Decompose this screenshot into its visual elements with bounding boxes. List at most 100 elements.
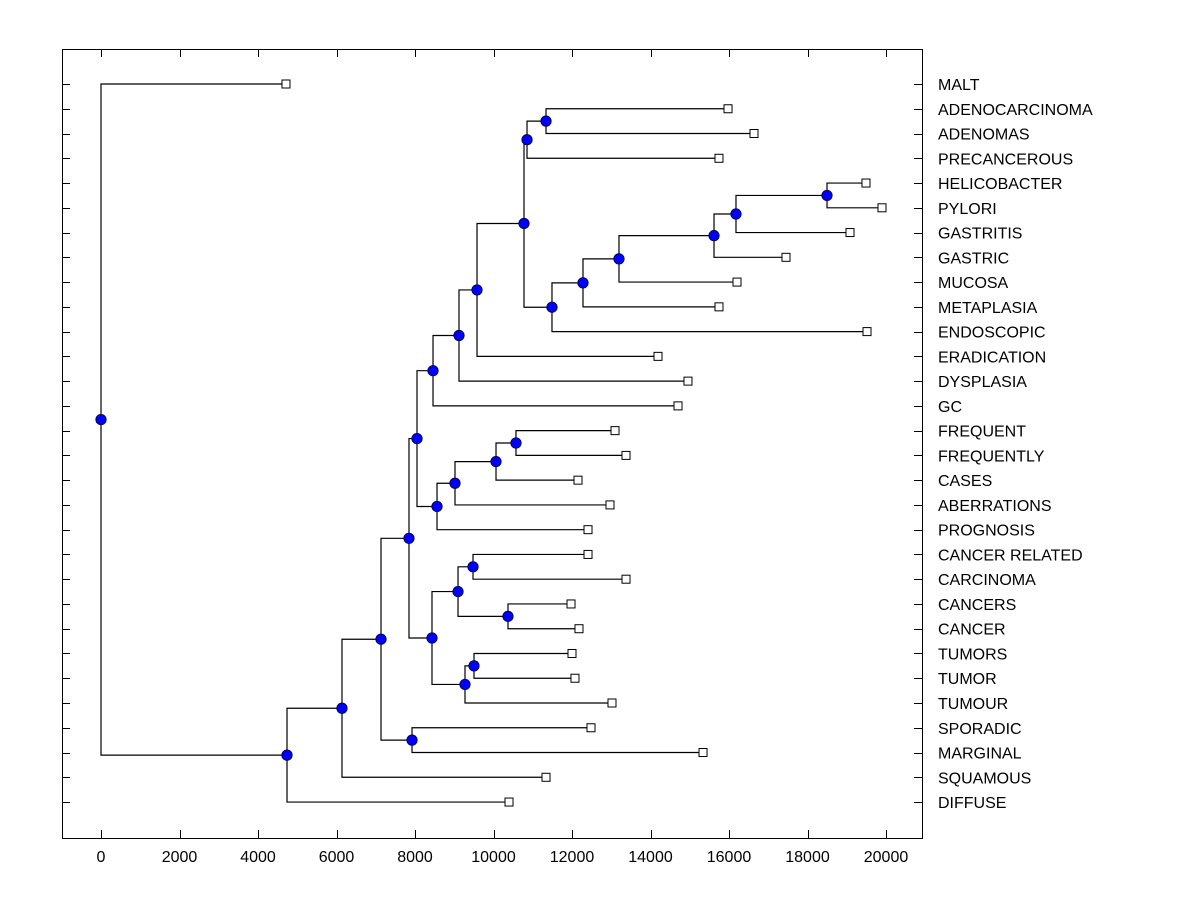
leaf-label: PYLORI (938, 201, 997, 218)
leaf-label: MARGINAL (938, 746, 1022, 763)
dendrogram-link (408, 538, 432, 639)
leaf-label: CANCER (938, 622, 1006, 639)
dendrogram-link (458, 335, 688, 382)
leaf-label: ENDOSCOPIC (938, 325, 1046, 342)
leaf-label: GC (938, 399, 962, 416)
leaf-marker (732, 277, 742, 287)
dendrogram-link (100, 419, 288, 756)
dendrogram-link (495, 461, 579, 481)
leaf-marker (862, 327, 872, 337)
dendrogram-link (713, 235, 786, 258)
dendrogram-link (713, 213, 736, 236)
cluster-node-marker (518, 217, 530, 230)
cluster-node-marker (406, 734, 418, 746)
dendrogram-link (545, 108, 729, 122)
cluster-node-marker (821, 189, 833, 202)
x-tick-label: 4000 (240, 849, 276, 866)
leaf-marker (541, 772, 551, 782)
dendrogram-link (454, 460, 497, 484)
dendrogram-link (416, 370, 434, 439)
leaf-label: SQUAMOUS (938, 770, 1031, 787)
dendrogram-link (436, 482, 455, 507)
cluster-node-marker (336, 702, 348, 714)
dendrogram-link (286, 755, 510, 803)
cluster-node-marker (540, 115, 552, 127)
cluster-node-marker (95, 413, 107, 426)
x-tick-label: 2000 (162, 849, 198, 866)
cluster-node-marker (546, 301, 558, 313)
dendrogram-link (515, 430, 616, 444)
leaf-marker (281, 79, 291, 89)
leaf-marker (621, 574, 631, 584)
leaf-label: ADENOMAS (938, 127, 1030, 144)
cluster-node-marker (449, 477, 461, 489)
leaf-label: GASTRITIS (938, 226, 1022, 243)
x-tick-label: 14000 (628, 849, 673, 866)
leaf-label: METAPLASIA (938, 300, 1038, 317)
plot-frame (62, 49, 923, 839)
dendrogram-link (476, 222, 524, 290)
leaf-label: ABERRATIONS (938, 498, 1052, 515)
dendrogram-link (826, 182, 866, 196)
cluster-node-marker (403, 532, 415, 544)
leaf-marker (567, 648, 577, 658)
dendrogram-link (473, 665, 575, 679)
leaf-label: MALT (938, 77, 980, 94)
leaf-marker (698, 748, 708, 758)
dendrogram-link (523, 223, 552, 308)
x-tick-label: 0 (97, 849, 106, 866)
cluster-node-marker (502, 610, 514, 622)
leaf-marker (583, 549, 593, 559)
leaf-marker (583, 525, 593, 535)
dendrogram-link (408, 437, 418, 539)
dendrogram-link (454, 483, 610, 506)
leaf-label: TUMOUR (938, 696, 1008, 713)
leaf-marker (877, 203, 887, 213)
axis-ticks (62, 49, 922, 838)
leaf-marker (653, 351, 663, 361)
x-tick-label: 18000 (785, 849, 830, 866)
cluster-node-marker (510, 437, 522, 449)
leaf-marker (610, 426, 620, 436)
cluster-node-marker (613, 253, 625, 265)
leaf-label: CARCINOMA (938, 572, 1036, 589)
dendrogram-link (618, 235, 715, 259)
cluster-node-marker (281, 749, 293, 761)
dendrogram-link (473, 652, 572, 666)
cluster-node-marker (471, 284, 483, 296)
leaf-marker (683, 376, 693, 386)
dendrogram-link (458, 289, 478, 336)
x-tick-label: 6000 (319, 849, 355, 866)
dendrogram-link (826, 195, 882, 209)
cluster-node-marker (468, 660, 480, 672)
dendrogram-link (341, 708, 547, 778)
cluster-node-marker (411, 432, 423, 445)
dendrogram-link (618, 258, 738, 283)
dendrogram-link (432, 334, 459, 371)
leaf-marker (845, 228, 855, 238)
dendrogram-link (507, 603, 572, 617)
dendrogram-link (436, 506, 589, 531)
dendrogram-link (380, 639, 413, 741)
cluster-node-marker (577, 277, 589, 289)
cluster-node-marker (431, 500, 443, 513)
leaf-marker (781, 252, 791, 262)
leaf-marker (607, 698, 617, 708)
dendrogram-link (464, 684, 612, 704)
dendrogram-link (551, 307, 868, 333)
dendrogram-link (457, 591, 508, 617)
cluster-node-marker (708, 230, 720, 242)
leaf-marker (586, 723, 596, 733)
cluster-node-marker (490, 455, 502, 468)
leaf-label: CANCER RELATED (938, 547, 1083, 564)
leaf-marker (605, 500, 615, 510)
x-tick-label: 8000 (397, 849, 433, 866)
leaf-label: GASTRIC (938, 250, 1009, 267)
leaf-label: TUMOR (938, 671, 997, 688)
dendrogram-link (526, 139, 719, 159)
dendrogram-link (341, 638, 382, 709)
leaf-label: DIFFUSE (938, 795, 1006, 812)
leaf-marker (570, 673, 580, 683)
dendrogram-link (526, 120, 547, 140)
leaf-marker (723, 104, 733, 114)
